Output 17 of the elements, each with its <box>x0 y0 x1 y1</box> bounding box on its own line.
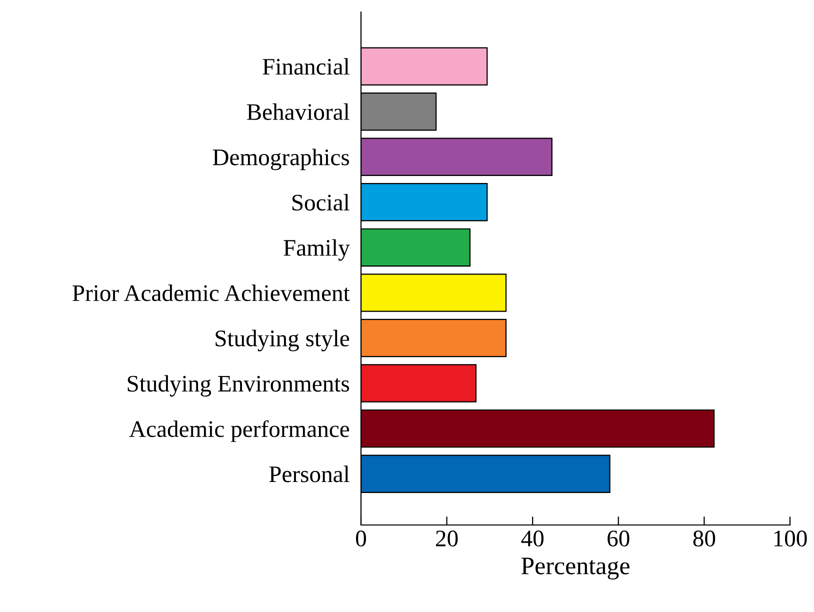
y-tick-label: Social <box>292 194 350 211</box>
y-tick-label: Studying style <box>216 330 350 352</box>
x-axis-title: Percentage <box>521 558 630 580</box>
y-tick-label: Studying Environments <box>128 375 350 397</box>
y-tick-label: Behavioral <box>246 103 350 120</box>
y-tick-label: Academic performance <box>129 420 350 442</box>
x-tick-label: 60 <box>608 530 630 546</box>
x-tick-label: 40 <box>521 530 544 546</box>
y-tick-label: Family <box>284 239 350 261</box>
x-tick-label: 100 <box>774 530 807 546</box>
y-tick-label: Personal <box>269 466 350 482</box>
y-tick-label: Financial <box>262 58 350 75</box>
y-tick-label: Demographics <box>212 148 350 170</box>
y-tick-label: Prior Academic Achievement <box>72 284 350 302</box>
x-tick-label: 20 <box>436 530 458 546</box>
x-tick-label: 0 <box>356 530 366 546</box>
x-tick-label: 80 <box>693 530 716 546</box>
